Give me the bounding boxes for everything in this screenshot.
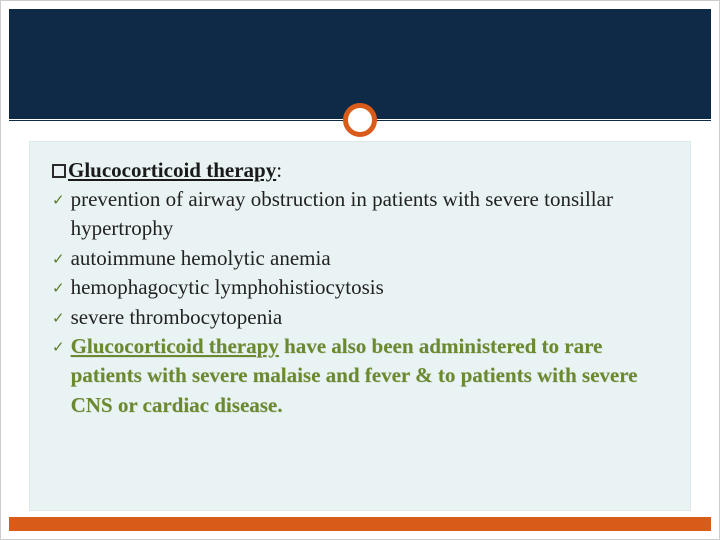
list-item: ✓ prevention of airway obstruction in pa… <box>52 185 668 244</box>
slide: Glucocorticoid therapy: ✓ prevention of … <box>0 0 720 540</box>
list-item: ✓ severe thrombocytopenia <box>52 303 668 332</box>
bullet-list: ✓ prevention of airway obstruction in pa… <box>52 185 668 420</box>
list-item: ✓ hemophagocytic lymphohistiocytosis <box>52 273 668 302</box>
list-item: ✓ autoimmune hemolytic anemia <box>52 244 668 273</box>
heading-colon: : <box>276 158 282 182</box>
heading-line: Glucocorticoid therapy: <box>52 158 668 183</box>
list-item-text: hemophagocytic lymphohistiocytosis <box>71 273 384 302</box>
circle-accent-icon <box>343 103 377 137</box>
list-item-text: prevention of airway obstruction in pati… <box>71 185 668 244</box>
content-box: Glucocorticoid therapy: ✓ prevention of … <box>29 141 691 511</box>
footer-bar <box>9 517 711 531</box>
check-icon: ✓ <box>52 309 65 330</box>
check-icon: ✓ <box>52 279 65 300</box>
check-icon: ✓ <box>52 250 65 271</box>
square-bullet-icon <box>52 164 66 178</box>
list-item-text: autoimmune hemolytic anemia <box>71 244 331 273</box>
check-icon: ✓ <box>52 191 65 212</box>
heading-text: Glucocorticoid therapy <box>68 158 276 182</box>
list-item-text: Glucocorticoid therapy have also been ad… <box>71 332 668 420</box>
list-item: ✓ Glucocorticoid therapy have also been a… <box>52 332 668 420</box>
list-item-text: severe thrombocytopenia <box>71 303 283 332</box>
check-icon: ✓ <box>52 338 65 359</box>
